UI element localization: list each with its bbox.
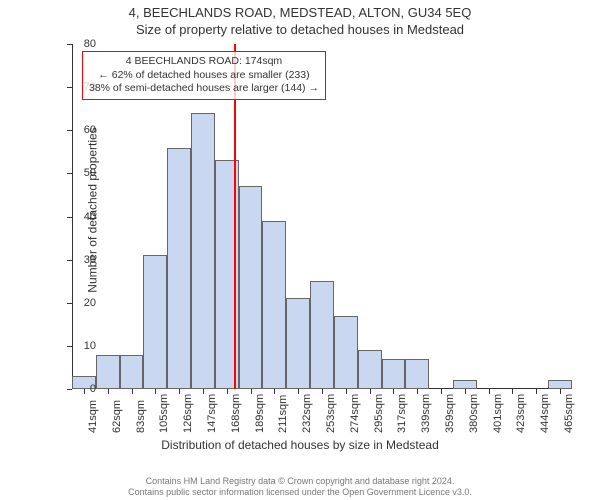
- xtick-mark: [536, 389, 537, 394]
- xtick-mark: [108, 389, 109, 394]
- ytick-label: 50: [36, 167, 96, 179]
- xtick-label: 339sqm: [420, 394, 432, 433]
- xtick-label: 465sqm: [563, 394, 575, 433]
- xtick-mark: [417, 389, 418, 394]
- xtick-mark: [370, 389, 371, 394]
- ytick-label: 0: [36, 383, 96, 395]
- xtick-label: 317sqm: [396, 394, 408, 433]
- xtick-mark: [489, 389, 490, 394]
- xtick-mark: [155, 389, 156, 394]
- xtick-label: 189sqm: [254, 394, 266, 433]
- xtick-label: 295sqm: [373, 394, 385, 433]
- histogram-bar: [239, 186, 263, 389]
- xtick-mark: [274, 389, 275, 394]
- footer-line-2: Contains public sector information licen…: [0, 487, 600, 498]
- histogram-bar: [262, 221, 286, 389]
- xtick-label: 83sqm: [135, 400, 147, 433]
- histogram-bar: [310, 281, 334, 389]
- ytick-label: 30: [36, 254, 96, 266]
- xtick-label: 359sqm: [444, 394, 456, 433]
- xtick-mark: [179, 389, 180, 394]
- xtick-mark: [251, 389, 252, 394]
- xtick-label: 253sqm: [325, 394, 337, 433]
- callout-line-1: 4 BEECHLANDS ROAD: 174sqm: [89, 55, 319, 69]
- ytick-label: 80: [36, 38, 96, 50]
- histogram-bar: [334, 316, 358, 389]
- xtick-label: 147sqm: [206, 394, 218, 433]
- xtick-mark: [203, 389, 204, 394]
- callout-box: 4 BEECHLANDS ROAD: 174sqm ← 62% of detac…: [82, 51, 326, 100]
- xtick-mark: [393, 389, 394, 394]
- histogram-bar: [120, 355, 144, 390]
- histogram-bar: [405, 359, 429, 389]
- xtick-label: 232sqm: [301, 394, 313, 433]
- xtick-label: 126sqm: [182, 394, 194, 433]
- xtick-mark: [298, 389, 299, 394]
- histogram-bar: [382, 359, 406, 389]
- xtick-mark: [465, 389, 466, 394]
- histogram-bar: [167, 148, 191, 390]
- xtick-mark: [132, 389, 133, 394]
- histogram-bar: [453, 380, 477, 389]
- callout-line-3: 38% of semi-detached houses are larger (…: [89, 82, 319, 96]
- xtick-mark: [560, 389, 561, 394]
- histogram-bar: [286, 298, 310, 389]
- xtick-mark: [322, 389, 323, 394]
- footer-attribution: Contains HM Land Registry data © Crown c…: [0, 476, 600, 499]
- xtick-label: 423sqm: [515, 394, 527, 433]
- xtick-label: 401sqm: [492, 394, 504, 433]
- xtick-mark: [346, 389, 347, 394]
- xtick-label: 444sqm: [539, 394, 551, 433]
- histogram-bar: [548, 380, 572, 389]
- page-title: 4, BEECHLANDS ROAD, MEDSTEAD, ALTON, GU3…: [0, 0, 600, 20]
- xtick-mark: [441, 389, 442, 394]
- xtick-label: 380sqm: [468, 394, 480, 433]
- x-axis-label: Distribution of detached houses by size …: [0, 438, 600, 452]
- footer-line-1: Contains HM Land Registry data © Crown c…: [0, 476, 600, 487]
- histogram-bar: [191, 113, 215, 389]
- histogram-bar: [143, 255, 167, 389]
- histogram-bar: [96, 355, 120, 390]
- xtick-label: 168sqm: [230, 394, 242, 433]
- ytick-label: 20: [36, 297, 96, 309]
- xtick-label: 105sqm: [158, 394, 170, 433]
- page-subtitle: Size of property relative to detached ho…: [0, 20, 600, 37]
- xtick-mark: [512, 389, 513, 394]
- xtick-label: 41sqm: [87, 400, 99, 433]
- ytick-label: 60: [36, 124, 96, 136]
- callout-line-2: ← 62% of detached houses are smaller (23…: [89, 69, 319, 83]
- xtick-mark: [227, 389, 228, 394]
- xtick-label: 62sqm: [111, 400, 123, 433]
- ytick-label: 40: [36, 211, 96, 223]
- ytick-label: 10: [36, 340, 96, 352]
- xtick-label: 211sqm: [277, 395, 289, 433]
- histogram-bar: [358, 350, 382, 389]
- xtick-label: 274sqm: [349, 394, 361, 433]
